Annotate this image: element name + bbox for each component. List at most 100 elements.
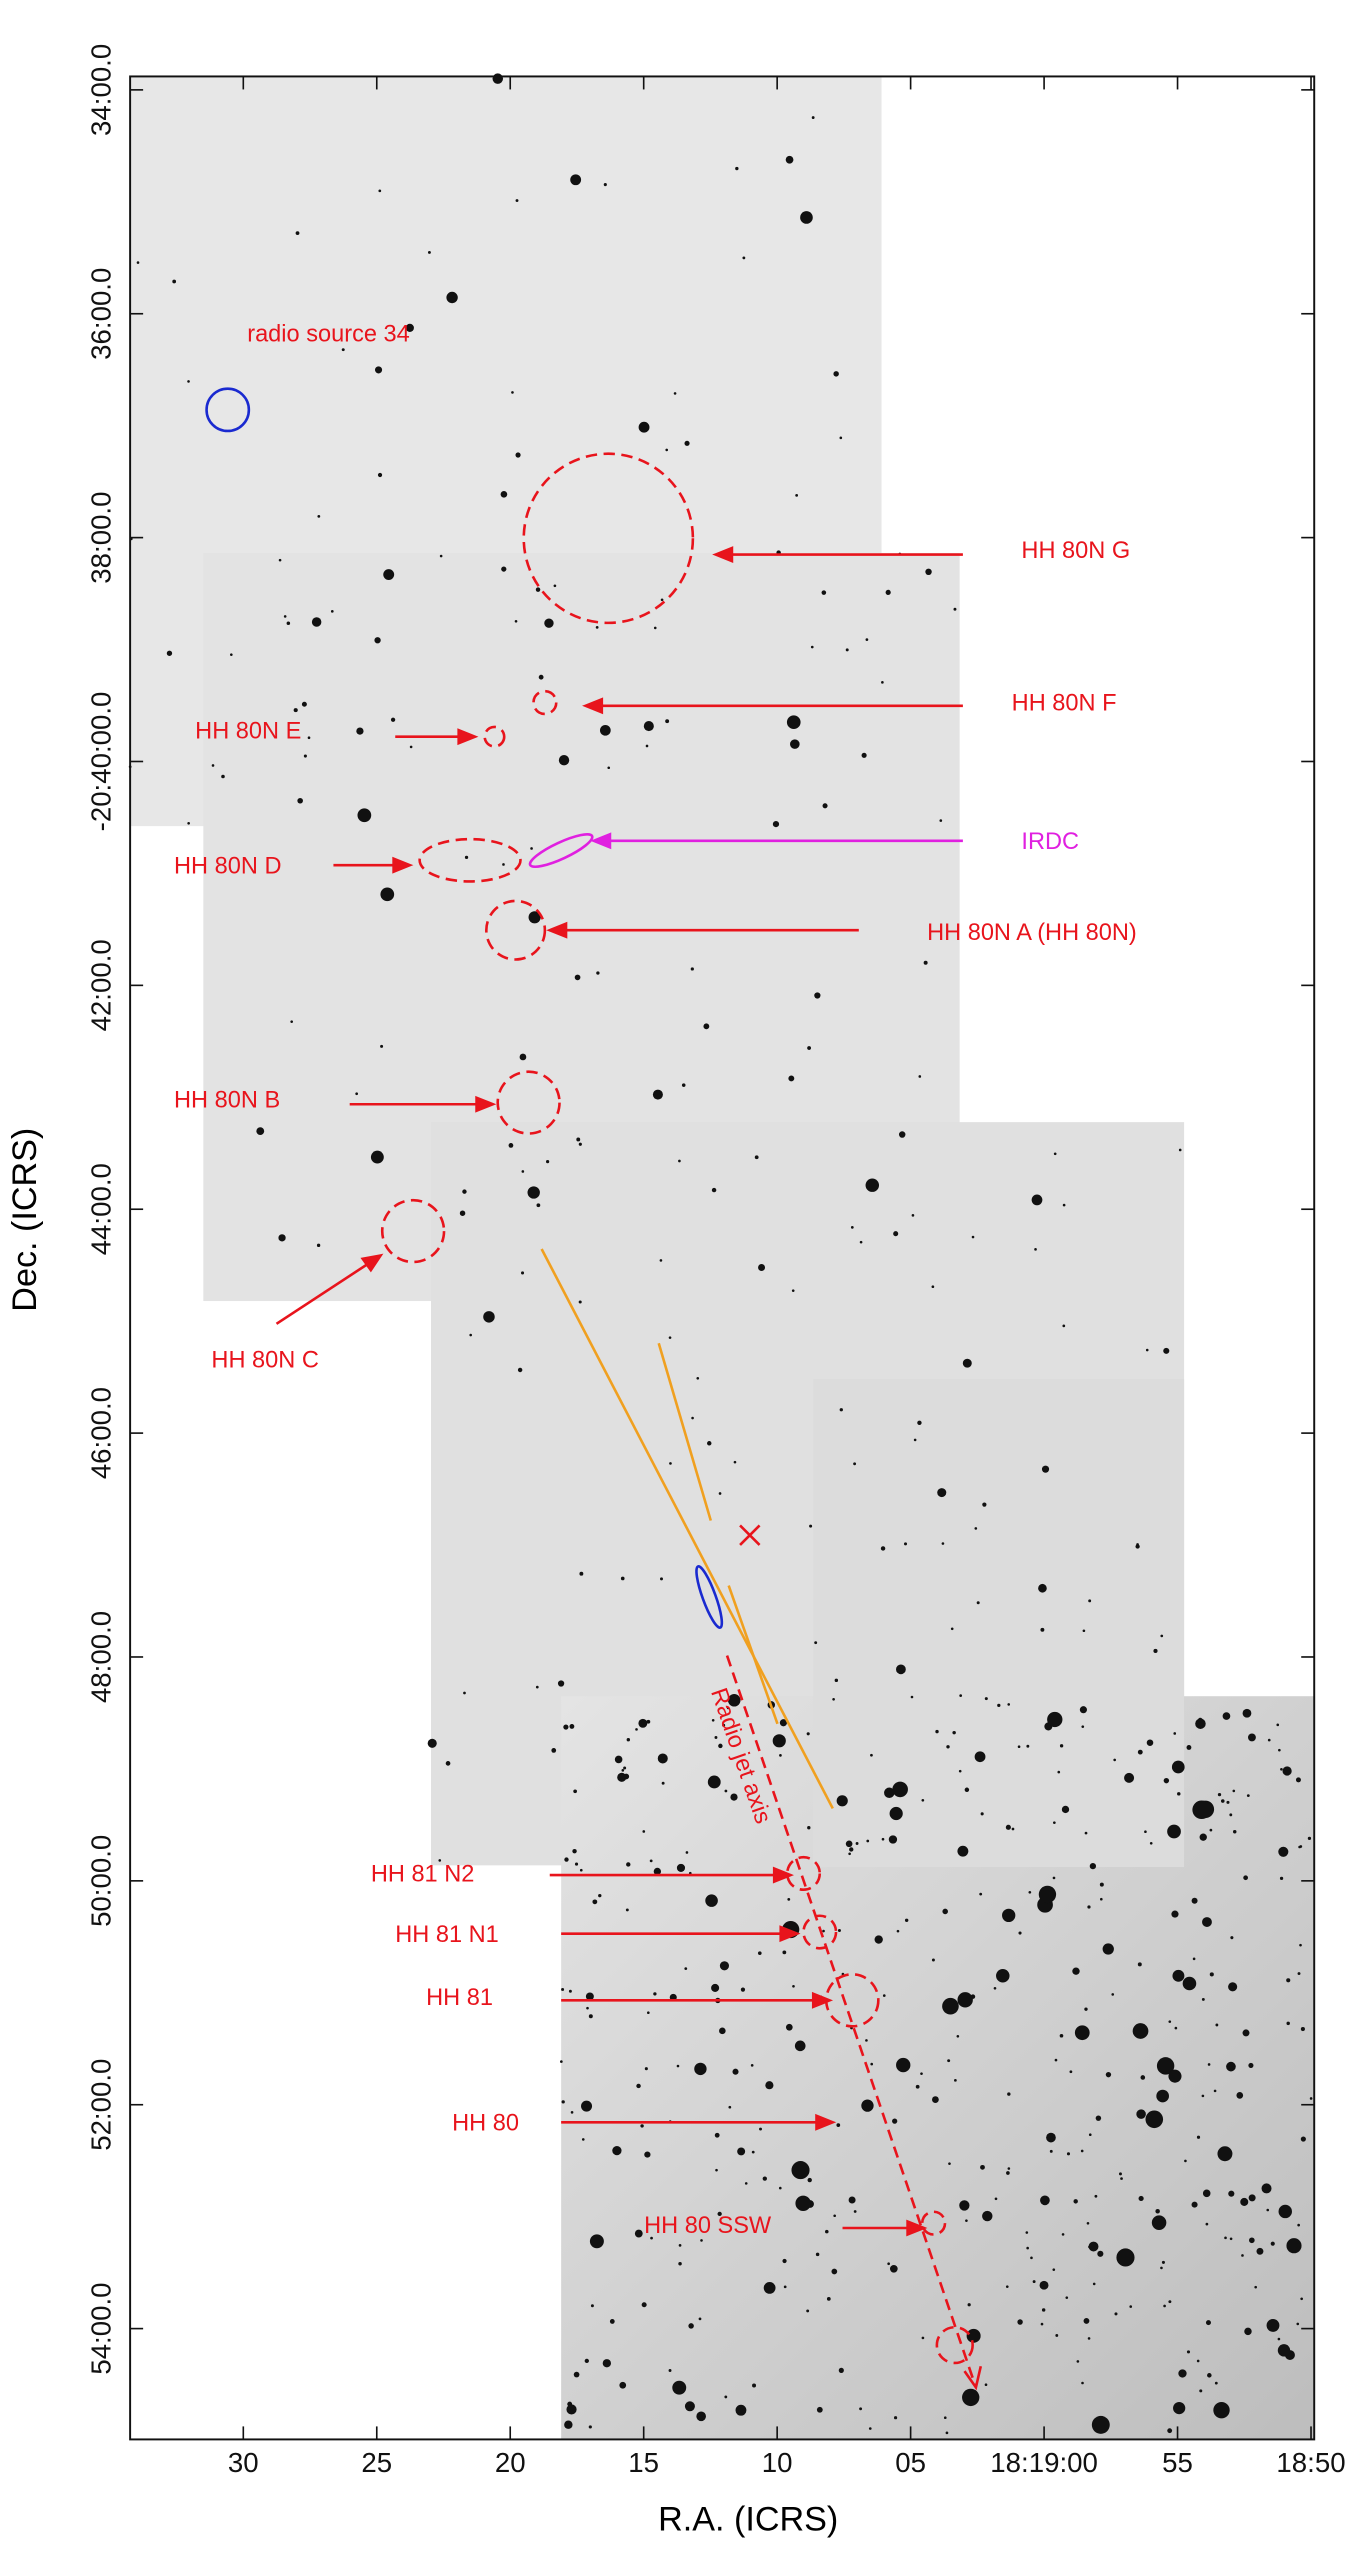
star	[1100, 1897, 1103, 1901]
star	[1055, 2334, 1059, 2337]
star	[1192, 1800, 1211, 1820]
x-tick-label: 18:19:00	[990, 2447, 1098, 2478]
star	[588, 2425, 592, 2429]
star	[1191, 1897, 1198, 1904]
star	[751, 2150, 755, 2154]
star	[979, 1892, 983, 1896]
annotation-shapes	[205, 387, 983, 2391]
star	[732, 2068, 739, 2075]
star	[957, 1845, 969, 1857]
star	[826, 2296, 831, 2301]
plot-frame	[129, 75, 1316, 2441]
star	[643, 721, 654, 732]
annotation: HH 80N D	[174, 852, 281, 878]
star	[519, 1053, 527, 1061]
star	[1111, 1993, 1115, 1996]
star	[962, 1358, 972, 1368]
star	[865, 638, 869, 642]
star	[383, 569, 395, 581]
star	[623, 1766, 627, 1770]
star	[893, 2416, 898, 2420]
star	[1278, 1846, 1289, 1857]
star	[652, 1089, 663, 1100]
star	[855, 1842, 859, 1845]
star	[1192, 1957, 1196, 1961]
star	[588, 2014, 593, 2019]
star	[427, 1738, 437, 1748]
annotation: HH 81	[426, 1984, 493, 2010]
star	[438, 1859, 442, 1862]
star	[1046, 2132, 1056, 2143]
star	[1080, 2149, 1084, 2153]
star	[790, 739, 800, 749]
star	[1173, 1732, 1177, 1735]
star	[1065, 2296, 1069, 2299]
star	[1132, 2023, 1149, 2039]
star	[982, 1502, 987, 1507]
star	[609, 2319, 615, 2324]
star	[822, 803, 828, 809]
star	[1151, 2215, 1167, 2230]
star	[1140, 2075, 1146, 2080]
star	[1217, 2146, 1233, 2162]
star	[1146, 1739, 1154, 1746]
star	[1228, 2190, 1235, 2197]
star	[1202, 1917, 1212, 1927]
star	[620, 1576, 625, 1581]
star	[380, 1044, 384, 1048]
star	[653, 1867, 662, 1876]
star	[636, 2083, 641, 2089]
star	[564, 2420, 573, 2429]
star	[1277, 2337, 1281, 2341]
star	[1241, 2254, 1244, 2257]
star	[838, 2367, 844, 2373]
star	[925, 568, 932, 576]
star	[1088, 1599, 1092, 1603]
star	[1005, 1824, 1011, 1830]
star	[1202, 2189, 1211, 2198]
star	[676, 1863, 686, 1872]
star	[1266, 2318, 1280, 2332]
star	[937, 1488, 947, 1498]
star	[508, 1143, 514, 1148]
x-tick-label: 10	[762, 2447, 793, 2478]
star	[621, 1769, 625, 1772]
star	[806, 1732, 810, 1736]
star	[997, 1703, 1001, 1707]
star	[946, 1745, 950, 1749]
star	[536, 1203, 541, 1208]
star	[757, 1951, 762, 1955]
annotation: HH 81 N2	[371, 1861, 475, 1887]
axes: 30 25 20 15 10 05 18:19:00 55 18:50 34:00.0 36:00.…	[86, 44, 1346, 2478]
star	[690, 967, 694, 971]
star	[568, 1989, 572, 1993]
star	[187, 380, 190, 383]
star	[405, 323, 414, 332]
star	[1201, 1997, 1205, 2001]
annotation: radio source 34	[247, 321, 410, 347]
star	[638, 1718, 648, 1728]
star	[1279, 1876, 1284, 1880]
star	[696, 2411, 706, 2422]
star	[1217, 1792, 1222, 1797]
star	[1095, 2115, 1102, 2121]
star	[719, 2027, 726, 2035]
star	[884, 1787, 895, 1798]
star	[911, 1214, 915, 1217]
annotation: HH 80N G	[1021, 537, 1130, 563]
star	[1149, 1841, 1153, 1845]
star	[578, 1300, 582, 1304]
star	[1178, 1148, 1182, 1152]
star	[859, 2407, 863, 2411]
star	[811, 116, 815, 119]
star	[626, 1737, 631, 1742]
star	[211, 764, 215, 767]
star	[1296, 2322, 1300, 2326]
star	[711, 1983, 720, 1992]
star	[511, 391, 514, 394]
star	[724, 2395, 728, 2399]
star	[974, 1527, 978, 1530]
star	[1220, 1799, 1225, 1803]
star	[742, 256, 746, 260]
star	[638, 421, 650, 433]
